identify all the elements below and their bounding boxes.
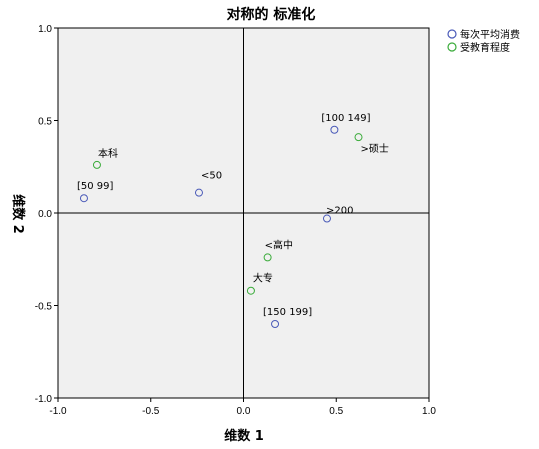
data-point-marker	[246, 286, 255, 295]
x-tick-label: 0.5	[329, 406, 343, 417]
data-point-label: 本科	[98, 147, 118, 160]
legend-entry-label: 每次平均消费	[460, 28, 520, 41]
x-tick-label: -1.0	[49, 406, 67, 417]
data-point-marker	[354, 133, 363, 142]
data-point-marker	[194, 188, 203, 197]
data-point-marker	[271, 320, 280, 328]
x-axis-label: 维数 1	[224, 428, 264, 444]
data-point-label: >200	[326, 206, 353, 217]
data-point-label: [150 199]	[263, 307, 312, 318]
data-point-label: >硕士	[361, 142, 389, 155]
data-point-marker	[322, 214, 331, 223]
legend-marker	[447, 29, 457, 39]
y-tick-label: 0.5	[38, 117, 52, 128]
data-point-label: <高中	[265, 238, 293, 251]
data-point-label: [100 149]	[321, 113, 370, 124]
data-point-label: [50 99]	[77, 181, 114, 192]
data-point-marker	[92, 160, 101, 169]
y-tick-label: 1.0	[38, 24, 52, 35]
data-points: [50 99] <50 [100 149] >200 [150 199] 本科 >硕士 <高中…	[77, 113, 389, 328]
legend-entry-label: 受教育程度	[460, 41, 510, 54]
data-point-label: <50	[201, 171, 222, 182]
data-point-marker	[263, 253, 272, 262]
y-tick-label: -1.0	[35, 394, 53, 405]
legend-marker	[447, 42, 457, 52]
x-axis-ticks: -1.0 -0.5 0.0 0.5 1.0	[49, 398, 436, 417]
data-point-label: 大专	[253, 272, 273, 285]
x-tick-label: -0.5	[142, 406, 160, 417]
y-tick-label: -0.5	[35, 302, 53, 313]
y-tick-label: 0.0	[38, 209, 52, 220]
data-point-marker	[79, 194, 88, 203]
data-point-marker	[330, 125, 339, 134]
x-tick-label: 0.0	[237, 406, 251, 417]
chart-title: 对称的 标准化	[227, 6, 316, 23]
y-axis-label: 维数 2	[10, 194, 26, 234]
reference-lines	[58, 28, 429, 398]
x-tick-label: 1.0	[422, 406, 436, 417]
y-axis-ticks: 1.0 0.5 0.0 -0.5 -1.0	[35, 24, 58, 405]
